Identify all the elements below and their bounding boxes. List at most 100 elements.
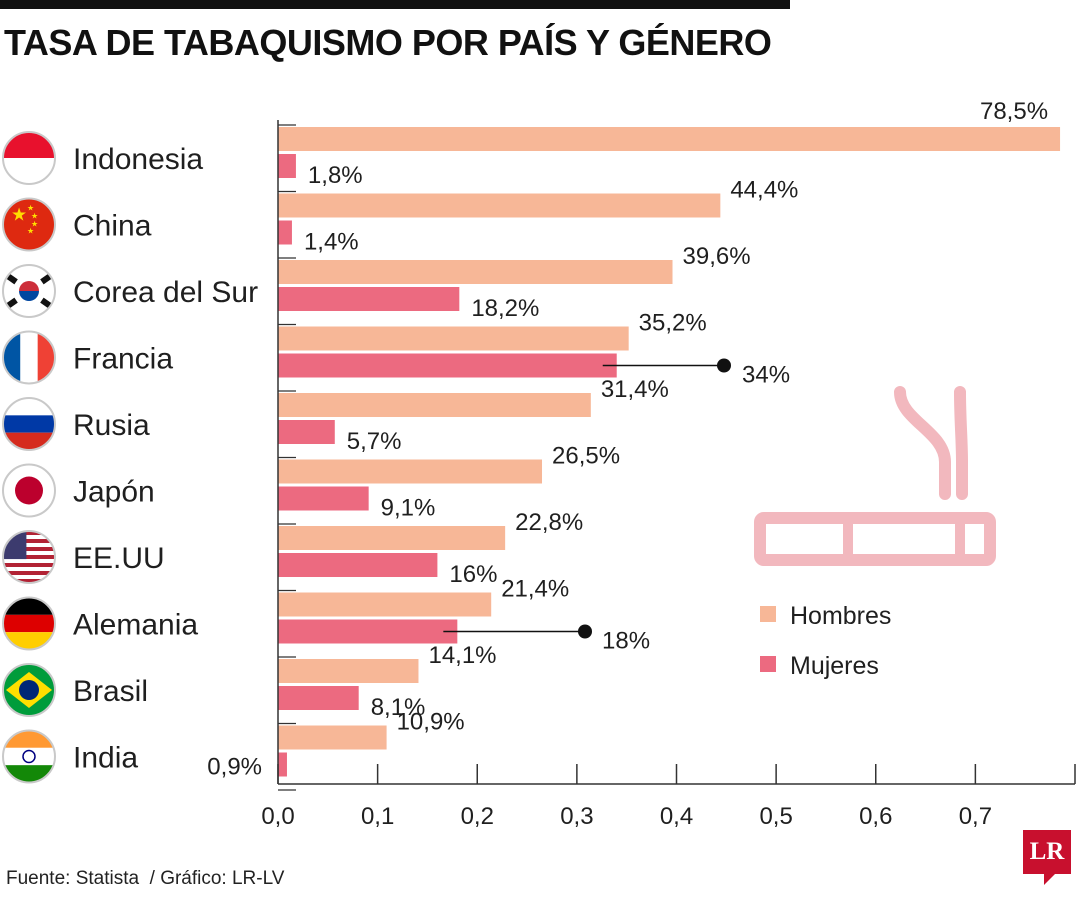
- bar-mujeres-alemania: [278, 619, 458, 644]
- flag-band: [3, 551, 55, 556]
- source-note: Fuente: Statista / Gráfico: LR-LV: [6, 868, 285, 889]
- flag-ring: [2, 463, 56, 518]
- legend-label-mujeres: Mujeres: [790, 652, 879, 680]
- value-label-hombres-jap-n: 26,5%: [552, 443, 620, 470]
- flag-band: [3, 575, 55, 580]
- legend-swatch-mujeres: [760, 656, 776, 672]
- flag-band: [3, 555, 55, 560]
- flag-icons: ★ ★★★★: [2, 131, 56, 784]
- x-tick-label-0: 0,0: [261, 803, 294, 830]
- value-label-hombres-francia: 35,2%: [639, 310, 707, 337]
- flag-band: [20, 331, 38, 384]
- x-tick-label-2: 0,2: [461, 803, 494, 830]
- flag-band: [3, 559, 55, 564]
- x-tick-label-6: 0,6: [859, 803, 892, 830]
- value-label-mujeres-brasil: 8,1%: [371, 694, 426, 721]
- country-label-brasil: Brasil: [73, 675, 148, 708]
- value-label-mujeres-rusia: 5,7%: [347, 428, 402, 455]
- value-labels: 78,5% 1,8% 44,4% 1,4% 39,6% 18,2% 35,2% 34% 31,4…: [207, 98, 1048, 781]
- star: ★: [31, 220, 38, 229]
- star: ★: [27, 227, 34, 236]
- country-label-francia: Francia: [73, 343, 173, 376]
- usa-flag-icon: [2, 530, 56, 584]
- bar-hombres-rusia: [278, 393, 591, 417]
- bar-mujeres-indonesia: [278, 154, 296, 178]
- bar-hombres-indonesia: [278, 127, 1061, 151]
- russia-flag-icon: [2, 397, 56, 451]
- bar-mujeres-corea-del-sur: [278, 287, 460, 311]
- flag-ring: [2, 264, 56, 318]
- lr-logo: LR: [1023, 830, 1071, 874]
- sun-disc: [15, 476, 43, 505]
- annotations: [443, 358, 731, 639]
- globe: [19, 680, 39, 700]
- star: ★: [11, 205, 27, 225]
- lr-logo-tail: [1044, 873, 1056, 885]
- bars: [278, 127, 1061, 777]
- flag-band: [3, 579, 55, 583]
- legend-label-hombres: Hombres: [790, 602, 891, 630]
- flag-ring: [2, 131, 56, 185]
- flag-ring: [2, 530, 56, 584]
- flag-ring: [2, 596, 56, 651]
- bar-mujeres-china: [278, 220, 292, 245]
- china-flag-icon: ★ ★★★★: [2, 197, 56, 252]
- value-label-mujeres-indonesia: 1,8%: [308, 162, 363, 189]
- flag-body: [3, 464, 55, 517]
- flag-body: ★ ★★★★: [3, 198, 55, 251]
- x-tick-label-5: 0,5: [759, 803, 792, 830]
- trigram: [6, 297, 18, 309]
- flag-ring: [2, 197, 56, 252]
- japan-flag-icon: [2, 463, 56, 518]
- flag-band: [3, 132, 55, 158]
- legend-swatch-hombres: [760, 606, 776, 622]
- flag-band: [3, 531, 55, 536]
- trigram: [40, 273, 52, 285]
- flag-band: [3, 567, 55, 572]
- country-label-indonesia: Indonesia: [73, 143, 203, 176]
- bar-mujeres-jap-n: [278, 486, 369, 511]
- flag-band: [3, 747, 55, 766]
- bar-hombres-jap-n: [278, 459, 543, 484]
- flag-band: [3, 539, 55, 544]
- flag-ring: [2, 397, 56, 451]
- flag-band: [3, 158, 55, 184]
- country-label-india: India: [73, 742, 138, 775]
- india-flag-icon: [2, 729, 56, 784]
- value-label-mujeres-india: 0,9%: [207, 754, 262, 781]
- value-label-mujeres-jap-n: 9,1%: [381, 495, 436, 522]
- value-label-hombres-alemania: 21,4%: [501, 576, 569, 603]
- country-label-corea-del-sur: Corea del Sur: [73, 276, 258, 309]
- value-label-mujeres-corea-del-sur: 18,2%: [471, 295, 539, 322]
- flag-band: [3, 415, 55, 433]
- taegeuk-top: [19, 281, 39, 291]
- country-label-china: China: [73, 210, 152, 243]
- flag-band: [3, 571, 55, 576]
- country-labels: Indonesia China Corea del Sur Francia Rusia J…: [73, 143, 258, 775]
- bar-hombres-india: [278, 725, 387, 750]
- value-label-mujeres-alemania: 18%: [602, 628, 650, 655]
- bar-mujeres-india: [278, 752, 287, 777]
- bar-hombres-corea-del-sur: [278, 260, 673, 284]
- value-label-mujeres-china: 1,4%: [304, 229, 359, 256]
- value-label-hombres-china: 44,4%: [730, 177, 798, 204]
- flag-band: [3, 543, 55, 548]
- country-label-jap-n: Japón: [73, 476, 155, 509]
- value-label-hombres-indonesia: 78,5%: [980, 98, 1048, 125]
- value-label-hombres-ee-uu: 22,8%: [515, 509, 583, 536]
- x-tick-label-3: 0,3: [560, 803, 593, 830]
- bar-mujeres-rusia: [278, 420, 335, 444]
- flag-band: [3, 547, 55, 552]
- france-flag-icon: [2, 330, 56, 385]
- top-rule: [0, 0, 790, 9]
- bar-mujeres-ee-uu: [278, 553, 438, 577]
- value-label-mujeres-francia: 34%: [742, 362, 790, 389]
- x-tick-label-4: 0,4: [660, 803, 693, 830]
- value-label-hombres-rusia: 31,4%: [601, 376, 669, 403]
- flag-band: [3, 535, 55, 540]
- trigram: [6, 273, 18, 285]
- value-label-mujeres-ee-uu: 16%: [449, 561, 497, 588]
- taegeuk-bottom: [19, 291, 39, 301]
- legend: Hombres Mujeres: [760, 602, 891, 680]
